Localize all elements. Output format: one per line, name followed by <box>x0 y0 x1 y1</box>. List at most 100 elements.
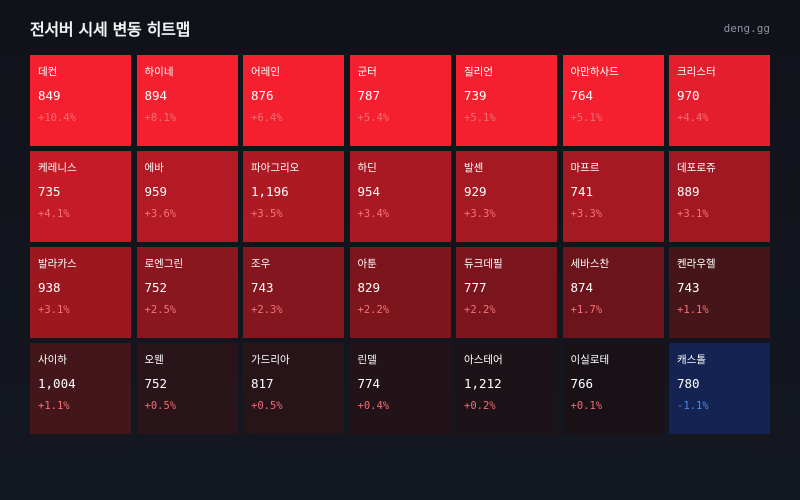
server-name: 듀크데필 <box>464 258 503 270</box>
server-price: 876 <box>251 88 274 103</box>
server-cell[interactable]: 린델 774 +0.4% <box>349 343 451 434</box>
server-cell[interactable]: 듀크데필 777 +2.2% <box>456 247 557 338</box>
server-name: 에바 <box>144 162 164 174</box>
server-price: 1,196 <box>251 184 289 199</box>
server-price: 774 <box>357 376 381 391</box>
server-cell[interactable]: 아툰 829 +2.2% <box>349 247 451 338</box>
server-change: +5.1% <box>570 112 603 124</box>
server-cell[interactable]: 데컨 849 +10.4% <box>30 55 131 146</box>
server-cell[interactable]: 캐스톨 780 -1.1% <box>669 343 770 434</box>
server-price: 954 <box>357 184 381 199</box>
server-price: 743 <box>677 280 700 295</box>
server-change: +3.4% <box>357 208 390 220</box>
server-cell[interactable]: 데포로쥬 889 +3.1% <box>669 151 770 242</box>
server-change: +5.4% <box>357 112 390 124</box>
server-change: +0.1% <box>570 400 603 412</box>
server-price: 780 <box>677 376 700 391</box>
server-change: +1.1% <box>677 304 709 316</box>
server-change: +5.1% <box>464 112 496 124</box>
server-price: 959 <box>144 184 168 199</box>
server-cell[interactable]: 아스테어 1,212 +0.2% <box>456 343 557 434</box>
server-price: 894 <box>144 88 168 103</box>
server-change: +2.2% <box>357 304 390 316</box>
server-change: +0.4% <box>357 400 390 412</box>
server-change: +3.1% <box>38 304 70 316</box>
server-price: 829 <box>357 280 381 295</box>
server-name: 린델 <box>357 354 377 366</box>
server-name: 가드리아 <box>251 354 290 366</box>
server-price: 743 <box>251 280 274 295</box>
server-cell[interactable]: 에바 959 +3.6% <box>136 151 238 242</box>
server-change: -1.1% <box>677 400 709 412</box>
server-cell[interactable]: 하이네 894 +8.1% <box>136 55 238 146</box>
server-change: +6.4% <box>251 112 283 124</box>
server-name: 크리스터 <box>677 66 716 78</box>
server-cell[interactable]: 하딘 954 +3.4% <box>349 151 451 242</box>
page-title: 전서버 시세 변동 히트맵 <box>30 20 191 39</box>
server-price: 752 <box>144 280 168 295</box>
server-cell[interactable]: 오웬 752 +0.5% <box>136 343 238 434</box>
server-price: 1,004 <box>38 376 76 391</box>
server-cell[interactable]: 마프르 741 +3.3% <box>562 151 664 242</box>
server-cell[interactable]: 파아그리오 1,196 +3.5% <box>243 151 344 242</box>
server-price: 817 <box>251 376 274 391</box>
server-name: 로엔그린 <box>144 258 184 270</box>
brand-link[interactable]: deng.gg <box>723 21 770 35</box>
server-cell[interactable]: 세바스찬 874 +1.7% <box>562 247 664 338</box>
server-price: 777 <box>464 280 487 295</box>
server-cell[interactable]: 조우 743 +2.3% <box>243 247 344 338</box>
server-cell[interactable]: 군터 787 +5.4% <box>349 55 451 146</box>
server-change: +8.1% <box>144 112 177 124</box>
heatmap-grid: 데컨 849 +10.4% 하이네 894 +8.1% 어레인 876 +6.4% 군터 787 +5… <box>30 55 770 434</box>
server-cell[interactable]: 발라카스 938 +3.1% <box>30 247 131 338</box>
server-name: 아툰 <box>357 258 377 270</box>
server-name: 캐스톨 <box>677 354 706 366</box>
server-price: 752 <box>144 376 168 391</box>
header: 전서버 시세 변동 히트맵 deng.gg <box>30 17 770 39</box>
server-name: 발라카스 <box>38 258 77 270</box>
server-cell[interactable]: 아만하사드 764 +5.1% <box>562 55 664 146</box>
server-change: +2.3% <box>251 304 283 316</box>
server-cell[interactable]: 가드리아 817 +0.5% <box>243 343 344 434</box>
server-price: 970 <box>677 88 700 103</box>
server-change: +3.6% <box>144 208 177 220</box>
server-name: 질리언 <box>464 66 493 78</box>
server-name: 마프르 <box>570 162 600 174</box>
server-name: 사이하 <box>38 354 67 366</box>
server-name: 세바스찬 <box>570 258 610 270</box>
server-cell[interactable]: 크리스터 970 +4.4% <box>669 55 770 146</box>
server-change: +1.1% <box>38 400 70 412</box>
server-change: +4.1% <box>38 208 70 220</box>
server-price: 874 <box>570 280 594 295</box>
server-price: 849 <box>38 88 61 103</box>
server-cell[interactable]: 사이하 1,004 +1.1% <box>30 343 131 434</box>
server-name: 조우 <box>251 258 271 270</box>
server-cell[interactable]: 케레니스 735 +4.1% <box>30 151 131 242</box>
server-price: 735 <box>38 184 61 199</box>
server-cell[interactable]: 로엔그린 752 +2.5% <box>136 247 238 338</box>
server-name: 발센 <box>464 162 484 174</box>
server-cell[interactable]: 켄라우헬 743 +1.1% <box>669 247 770 338</box>
server-price: 1,212 <box>464 376 502 391</box>
server-price: 889 <box>677 184 700 199</box>
server-cell[interactable]: 어레인 876 +6.4% <box>243 55 344 146</box>
server-change: +0.2% <box>464 400 496 412</box>
server-price: 739 <box>464 88 487 103</box>
server-change: +3.5% <box>251 208 283 220</box>
server-change: +2.2% <box>464 304 496 316</box>
server-price: 764 <box>570 88 594 103</box>
server-cell[interactable]: 이실로테 766 +0.1% <box>562 343 664 434</box>
server-name: 아만하사드 <box>570 66 619 78</box>
server-change: +3.1% <box>677 208 709 220</box>
server-change: +0.5% <box>251 400 283 412</box>
server-name: 켄라우헬 <box>677 258 716 270</box>
server-name: 군터 <box>357 66 377 78</box>
server-name: 이실로테 <box>570 354 610 366</box>
server-name: 파아그리오 <box>251 162 300 174</box>
server-change: +4.4% <box>677 112 709 124</box>
server-change: +3.3% <box>570 208 603 220</box>
server-price: 766 <box>570 376 594 391</box>
server-cell[interactable]: 질리언 739 +5.1% <box>456 55 557 146</box>
server-cell[interactable]: 발센 929 +3.3% <box>456 151 557 242</box>
